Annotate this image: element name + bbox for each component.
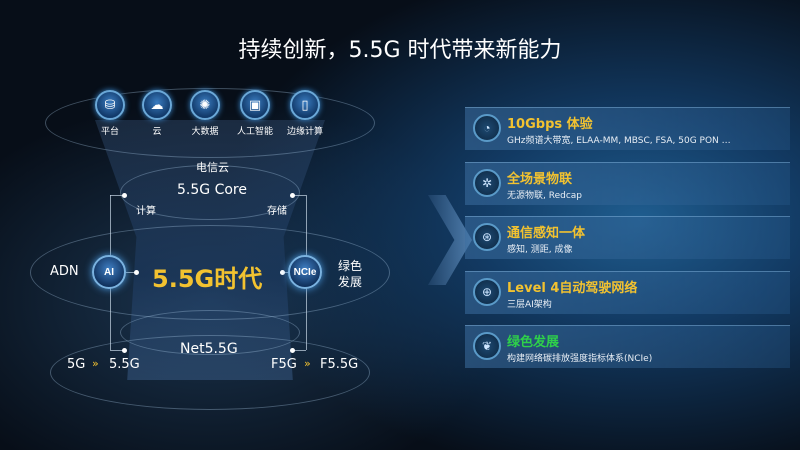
connector xyxy=(280,272,290,273)
edge-computing-icon: ▯ xyxy=(290,90,320,120)
cloud-icon: ☁ xyxy=(142,90,172,120)
icon-label: 大数据 xyxy=(191,127,219,137)
iot-network-icon: ✲ xyxy=(473,169,501,197)
feature-title: 10Gbps 体验 xyxy=(507,117,593,132)
ai-chip-icon: ▣ xyxy=(240,90,270,120)
bracket-tick xyxy=(292,195,306,196)
evo-from-f5g: F5G xyxy=(271,357,297,372)
feature-title: Level 4自动驾驶网络 xyxy=(507,281,638,296)
feature-title: 通信感知一体 xyxy=(507,226,586,241)
evo-from-5g: 5G xyxy=(67,357,86,372)
double-chevron-icon: » xyxy=(92,357,99,370)
evo-to-55g: 5.5G xyxy=(109,357,140,372)
ncie-badge: NCIe xyxy=(288,255,322,289)
net-label: Net5.5G xyxy=(180,341,238,357)
compute-label: 计算 xyxy=(136,206,156,217)
development-label: 发展 xyxy=(338,275,363,289)
speedometer-icon: ◔ xyxy=(473,114,501,142)
big-data-icon: ✺ xyxy=(190,90,220,120)
bracket-tick xyxy=(110,350,124,351)
dot xyxy=(122,348,127,353)
dot xyxy=(280,270,285,275)
icon-label: 平台 xyxy=(100,127,120,137)
core-ring xyxy=(120,165,300,220)
feature-subtitle: GHz频谱大带宽, ELAA-MM, MBSC, FSA, 50G PON … xyxy=(507,136,731,146)
feature-panel: ⊕ Level 4自动驾驶网络 三层AI架构 xyxy=(465,271,790,314)
green-label: 绿色 xyxy=(338,259,363,273)
feature-subtitle: 无源物联, Redcap xyxy=(507,191,582,201)
feature-title: 绿色发展 xyxy=(507,335,560,350)
icon-label: 边缘计算 xyxy=(286,127,324,137)
center-title: 5.5G时代 xyxy=(152,265,263,293)
connector xyxy=(126,272,136,273)
storage-label: 存储 xyxy=(267,206,287,217)
feature-subtitle: 三层AI架构 xyxy=(507,300,552,310)
ai-badge: AI xyxy=(92,255,126,289)
feature-subtitle: 构建网络碳排放强度指标体系(NCIe) xyxy=(507,354,653,364)
page-title: 持续创新，5.5G 时代带来新能力 xyxy=(238,38,562,63)
dot xyxy=(290,193,295,198)
bottom-ring xyxy=(50,335,370,410)
globe-network-icon: ⊕ xyxy=(473,278,501,306)
platform-icon: ⛁ xyxy=(95,90,125,120)
top-ring xyxy=(45,88,375,158)
feature-panel: ✲ 全场景物联 无源物联, Redcap xyxy=(465,162,790,205)
feature-panel: ◔ 10Gbps 体验 GHz频谱大带宽, ELAA-MM, MBSC, FSA… xyxy=(465,107,790,150)
adn-label: ADN xyxy=(50,264,79,279)
core-label: 5.5G Core xyxy=(177,182,247,198)
feature-panel: ❦ 绿色发展 构建网络碳排放强度指标体系(NCIe) xyxy=(465,325,790,368)
feature-title: 全场景物联 xyxy=(507,172,573,187)
telecom-cloud-label: 电信云 xyxy=(196,161,229,174)
evo-to-f55g: F5.5G xyxy=(320,357,359,372)
feature-panel: ⊛ 通信感知一体 感知, 测距, 成像 xyxy=(465,216,790,259)
double-chevron-icon: » xyxy=(304,357,311,370)
bracket-tick xyxy=(110,195,124,196)
leaf-icon: ❦ xyxy=(473,332,501,360)
icon-label: 云 xyxy=(152,127,162,137)
bracket-tick xyxy=(292,350,306,351)
dot xyxy=(134,270,139,275)
feature-subtitle: 感知, 测距, 成像 xyxy=(507,245,573,255)
dot xyxy=(290,348,295,353)
sensing-icon: ⊛ xyxy=(473,223,501,251)
icon-label: 人工智能 xyxy=(236,127,274,137)
dot xyxy=(122,193,127,198)
